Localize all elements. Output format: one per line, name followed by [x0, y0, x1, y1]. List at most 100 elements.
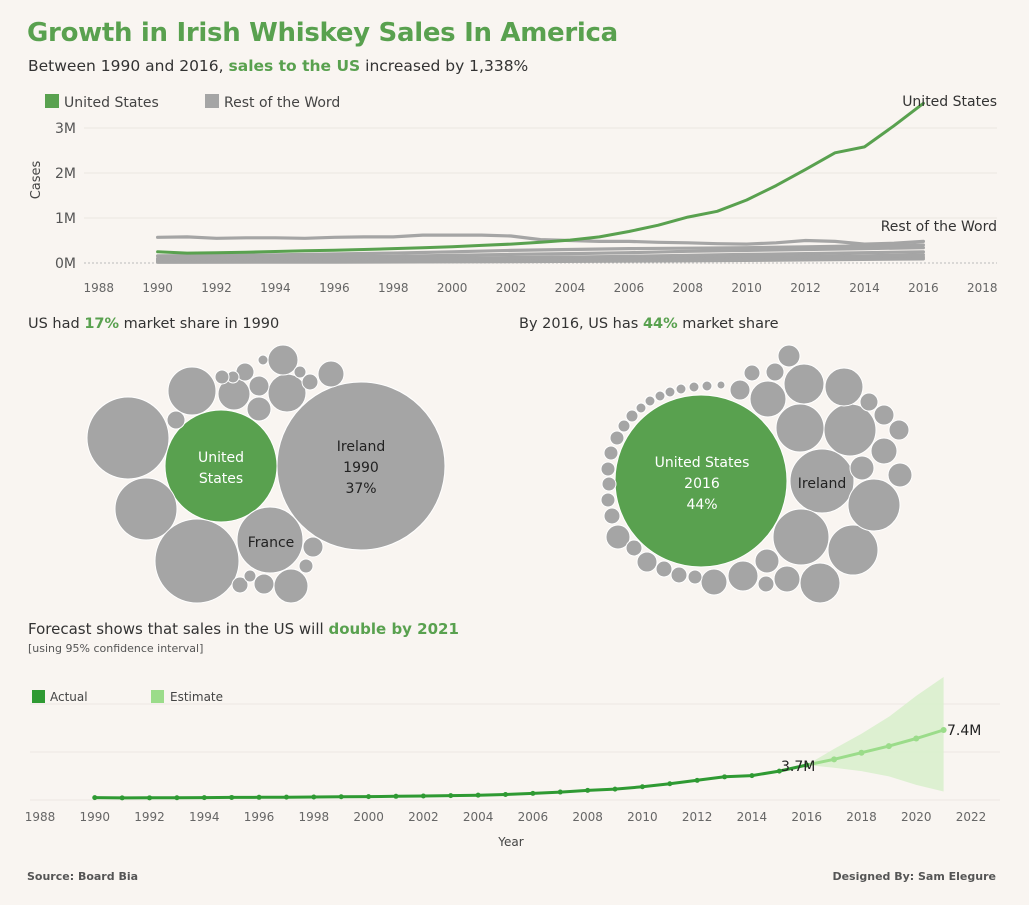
subtitle-pre: Between 1990 and 2016,	[28, 57, 229, 75]
x-tick-label: 2014	[737, 810, 768, 824]
y-tick-label: 2M	[55, 166, 76, 182]
x-tick-label: 2010	[627, 810, 658, 824]
x-tick-label: 1996	[319, 281, 350, 295]
bubble-2016	[754, 548, 780, 574]
x-tick-label: 2012	[682, 810, 713, 824]
bubble-2016	[605, 524, 631, 550]
x-tick-label: 2016	[791, 810, 822, 824]
actual-point	[338, 794, 344, 800]
x-tick-label: 1990	[142, 281, 173, 295]
bubbles-2016	[600, 344, 913, 604]
bubble-ireland-2016	[789, 448, 855, 514]
bubble-1990	[166, 410, 186, 430]
forecast-caption-highlight: double by 2021	[328, 620, 459, 638]
bubble-2016	[729, 379, 751, 401]
confidence-band-area	[806, 677, 944, 792]
forecast-lines	[92, 727, 947, 801]
bubble-us-2016-year: 2016	[684, 476, 720, 492]
designer-credit: Designed By: Sam Elegure	[832, 870, 996, 883]
actual-point	[639, 784, 645, 790]
series-lines	[156, 101, 925, 264]
bubble-2016	[687, 569, 703, 585]
bubble-1990	[257, 354, 269, 366]
bubble-1990	[243, 569, 257, 583]
bubble-1990	[301, 373, 319, 391]
confidence-band	[806, 677, 944, 792]
actual-point	[557, 789, 563, 795]
bubble-2016	[675, 383, 687, 395]
legend-swatch-rest	[205, 94, 219, 108]
actual-point	[475, 792, 481, 798]
actual-point	[229, 794, 235, 800]
actual-point	[585, 787, 591, 793]
caption-1990: US had 17% market share in 1990	[28, 316, 279, 332]
bubble-1990	[298, 558, 314, 574]
bubble-2016	[636, 551, 658, 573]
bubble-2016	[701, 380, 713, 392]
x-tick-label: 2008	[672, 281, 703, 295]
bubble-2016	[688, 381, 700, 393]
x-tick-label: 2020	[901, 810, 932, 824]
bubble-france-1990-label: France	[248, 535, 295, 551]
actual-point	[612, 786, 618, 792]
series-line-rest	[156, 233, 925, 246]
x-tick-label: 2016	[908, 281, 939, 295]
actual-point	[667, 781, 673, 787]
estimate-point	[831, 756, 838, 763]
bubble-2016	[773, 565, 801, 593]
bubble-us-2016-label: United States	[655, 455, 750, 471]
source-credit: Source: Board Bia	[27, 870, 139, 883]
label-estimate-end: 7.4M	[947, 723, 981, 739]
market-share-bubbles: United States Ireland 1990 37% France Un…	[86, 344, 913, 604]
bubble-2016	[873, 404, 895, 426]
actual-line	[94, 763, 808, 800]
bubble-us-1990-label-1: United	[198, 450, 244, 466]
bubble-1990	[317, 360, 345, 388]
legend-swatch-us	[45, 94, 59, 108]
bubble-2016	[772, 508, 830, 566]
estimate-point	[913, 735, 920, 742]
actual-point	[749, 773, 755, 779]
line-label-us: United States	[902, 94, 997, 110]
bubble-2016	[870, 437, 898, 465]
actual-point	[92, 795, 98, 801]
x-tick-label: 2006	[518, 810, 549, 824]
bubble-2016	[849, 455, 875, 481]
estimate-point	[940, 727, 947, 733]
x-tick-label: 1992	[134, 810, 165, 824]
actual-point	[366, 794, 372, 800]
x-tick-label: 2014	[849, 281, 880, 295]
bubble-2016	[635, 402, 647, 414]
actual-point	[448, 793, 454, 799]
bubble-2016	[859, 392, 879, 412]
bubble-ireland-1990-year: 1990	[343, 460, 379, 476]
x-tick-label: 1996	[244, 810, 275, 824]
bubble-1990	[236, 506, 304, 574]
x-tick-label: 2002	[408, 810, 439, 824]
x-tick-label: 1994	[260, 281, 291, 295]
x-tick-labels: 1988 1990 1992 1994 1996 1998 2000 2002 2004 2006…	[83, 281, 997, 295]
bubble-2016	[601, 476, 617, 492]
bubble-2016	[777, 344, 801, 368]
sales-trend-chart: United States Rest of the Word Cases 0M 1…	[29, 94, 998, 295]
legend-label-rest: Rest of the Word	[224, 95, 340, 111]
actual-point	[393, 793, 399, 799]
legend-label-estimate: Estimate	[170, 690, 223, 704]
actual-point	[776, 768, 782, 774]
x-tick-label: 2000	[437, 281, 468, 295]
bubble-2016	[603, 507, 621, 525]
bubble-2016	[824, 367, 864, 407]
x-tick-label: 1988	[25, 810, 56, 824]
bubble-us-1990-label-2: States	[199, 471, 243, 487]
bubble-1990	[231, 576, 249, 594]
series-line-us	[156, 101, 925, 255]
bubble-2016	[644, 395, 656, 407]
series-line-rest	[156, 257, 925, 264]
bubble-1990	[246, 396, 272, 422]
y-tick-label: 0M	[55, 256, 76, 272]
forecast-note: [using 95% confidence interval]	[28, 642, 204, 655]
bubble-2016	[654, 390, 666, 402]
x-tick-label: 2010	[731, 281, 762, 295]
actual-point	[119, 795, 125, 801]
x-tick-label: 2006	[614, 281, 645, 295]
